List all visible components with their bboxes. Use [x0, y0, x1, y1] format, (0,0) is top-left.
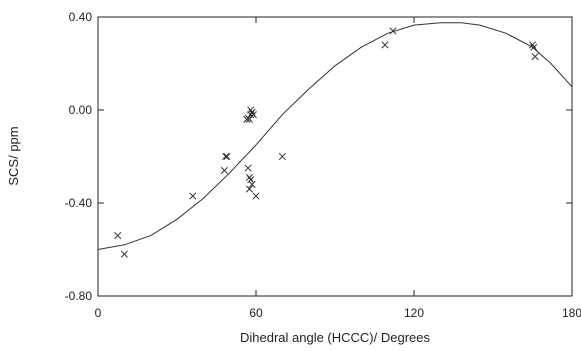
data-point: [248, 108, 256, 116]
x-tick-label: 120: [404, 306, 424, 320]
data-point: [189, 192, 197, 200]
data-point: [120, 250, 128, 258]
data-point: [114, 231, 122, 240]
data-point: [223, 152, 231, 161]
y-tick-label: -0.80: [65, 289, 93, 303]
tick-labels: 0 60 120 180 0.40 0.00 -0.40 -0.80: [65, 10, 581, 320]
y-tick-label: 0.00: [69, 103, 93, 117]
data-point: [389, 27, 397, 35]
plot-frame: [97, 16, 573, 297]
y-axis-title: SCS/ ppm: [6, 126, 21, 185]
data-point: [222, 152, 230, 161]
data-point: [244, 164, 252, 172]
data-point: [381, 41, 389, 49]
data-point: [248, 180, 256, 188]
data-point: [252, 192, 260, 200]
x-tick-label: 60: [249, 306, 263, 320]
y-tick-label: -0.40: [65, 196, 93, 210]
x-tick-label: 180: [562, 306, 581, 320]
data-point: [530, 43, 538, 51]
data-point: [531, 52, 539, 61]
data-point: [245, 185, 253, 193]
fit-curve: [97, 22, 573, 250]
data-point: [220, 166, 228, 175]
data-markers: [114, 27, 539, 258]
y-tick-label: 0.40: [69, 10, 93, 24]
data-point: [247, 106, 255, 114]
data-point: [249, 111, 257, 119]
data-point: [247, 176, 255, 184]
data-point: [245, 173, 253, 181]
x-tick-label: 0: [95, 306, 102, 320]
axis-ticks: [97, 16, 573, 297]
data-point: [278, 152, 286, 161]
x-axis-title: Dihedral angle (HCCC)/ Degrees: [240, 330, 431, 345]
